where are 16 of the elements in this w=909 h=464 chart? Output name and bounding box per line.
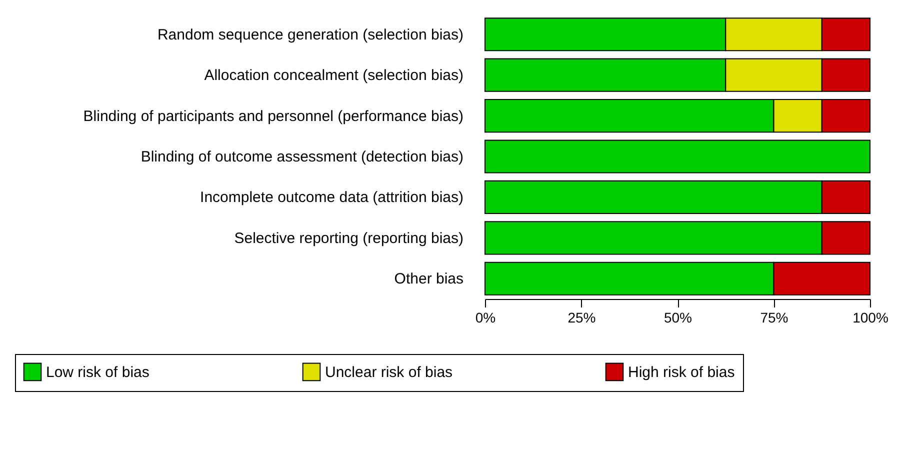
y-tick-label: Selective reporting (reporting bias) (234, 230, 464, 247)
legend-label: High risk of bias (628, 364, 735, 381)
y-tick-label: Allocation concealment (selection bias) (204, 67, 464, 84)
y-tick-label: Incomplete outcome data (attrition bias) (200, 189, 464, 206)
y-tick-label: Random sequence generation (selection bias) (157, 26, 464, 44)
y-tick-label: Other bias (394, 270, 464, 288)
x-tick-label: 25% (568, 310, 596, 326)
y-tick-label: Blinding of participants and personnel (performance bias) (83, 108, 464, 125)
x-tick-label: 0% (475, 310, 496, 326)
legend-label: Unclear risk of bias (325, 364, 453, 381)
legend-label: Low risk of bias (46, 364, 150, 381)
y-tick-label: Blinding of outcome assessment (detection bias) (140, 148, 464, 166)
bar (484, 140, 870, 174)
x-tick-label: 75% (760, 310, 788, 326)
x-tick-label: 100% (852, 310, 888, 326)
x-tick-label: 50% (664, 310, 692, 326)
